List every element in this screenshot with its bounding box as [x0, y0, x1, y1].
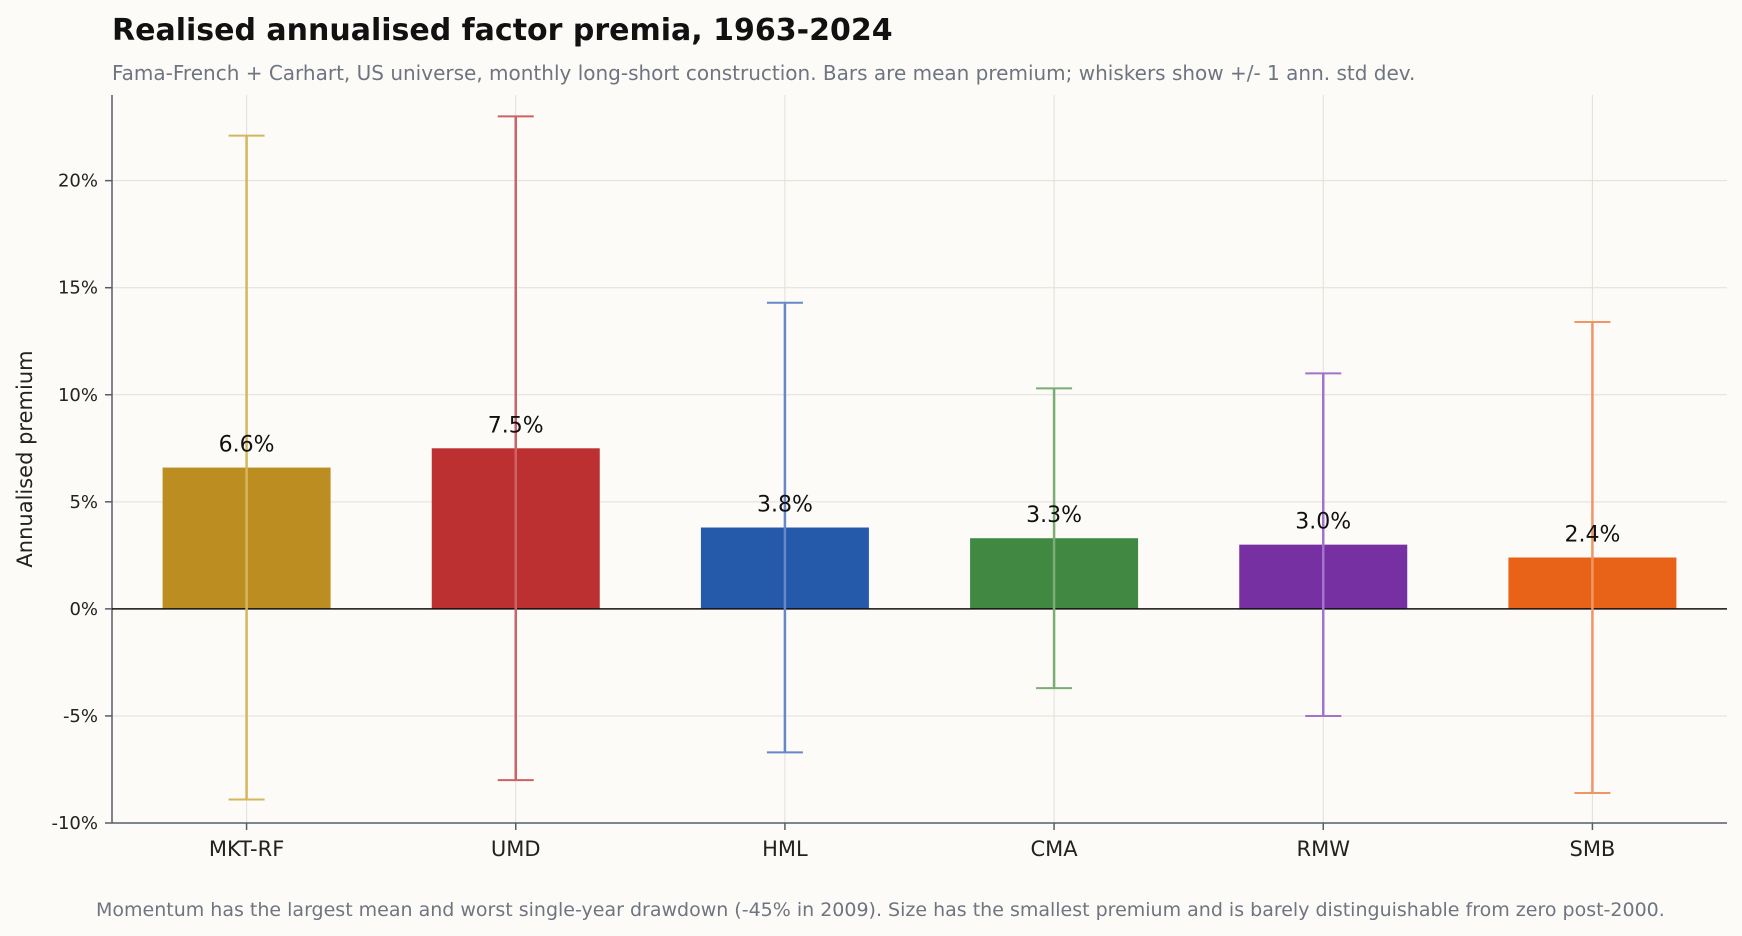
- y-tick-label: -10%: [51, 813, 98, 834]
- value-label: 3.0%: [1295, 510, 1351, 535]
- y-tick-label: 15%: [58, 278, 98, 299]
- whisker-smb: [1574, 320, 1611, 795]
- value-label: 3.3%: [1026, 503, 1082, 528]
- x-tick-label: RMW: [1297, 837, 1351, 861]
- x-tick-label: CMA: [1031, 837, 1079, 861]
- bars: [162, 448, 1677, 609]
- whisker-umd: [497, 115, 534, 782]
- y-axis-label: Annualised premium: [13, 350, 37, 567]
- x-tick-label: SMB: [1569, 837, 1615, 861]
- value-label: 2.4%: [1564, 522, 1620, 547]
- chart-subtitle: Fama-French + Carhart, US universe, mont…: [112, 61, 1415, 85]
- x-tick-label: HML: [762, 837, 808, 861]
- error-whiskers: [228, 115, 1611, 801]
- whisker-mkt-rf: [228, 134, 265, 801]
- value-label: 6.6%: [219, 433, 275, 458]
- axes: -10% -5% 0% 5% 10% 15% 20% MKT-RF UMD HML CMA RMW SM…: [51, 95, 1727, 861]
- value-label: 7.5%: [488, 413, 544, 438]
- y-tick-label: 0%: [69, 599, 98, 620]
- x-tick-label: UMD: [491, 837, 541, 861]
- y-tick-label: 5%: [69, 492, 98, 513]
- y-tick-label: -5%: [63, 706, 98, 727]
- value-label: 3.8%: [757, 493, 813, 518]
- y-tick-label: 10%: [58, 385, 98, 406]
- whisker-hml: [766, 301, 803, 754]
- value-labels: 6.6% 7.5% 3.8% 3.3% 3.0% 2.4%: [219, 413, 1621, 547]
- chart-footnote: Momentum has the largest mean and worst …: [96, 899, 1665, 921]
- x-tick-label: MKT-RF: [209, 837, 284, 861]
- y-tick-label: 20%: [58, 171, 98, 192]
- whisker-cma: [1036, 387, 1073, 690]
- gridlines: [112, 95, 1727, 823]
- whisker-rmw: [1305, 372, 1342, 717]
- chart-title: Realised annualised factor premia, 1963-…: [112, 13, 893, 48]
